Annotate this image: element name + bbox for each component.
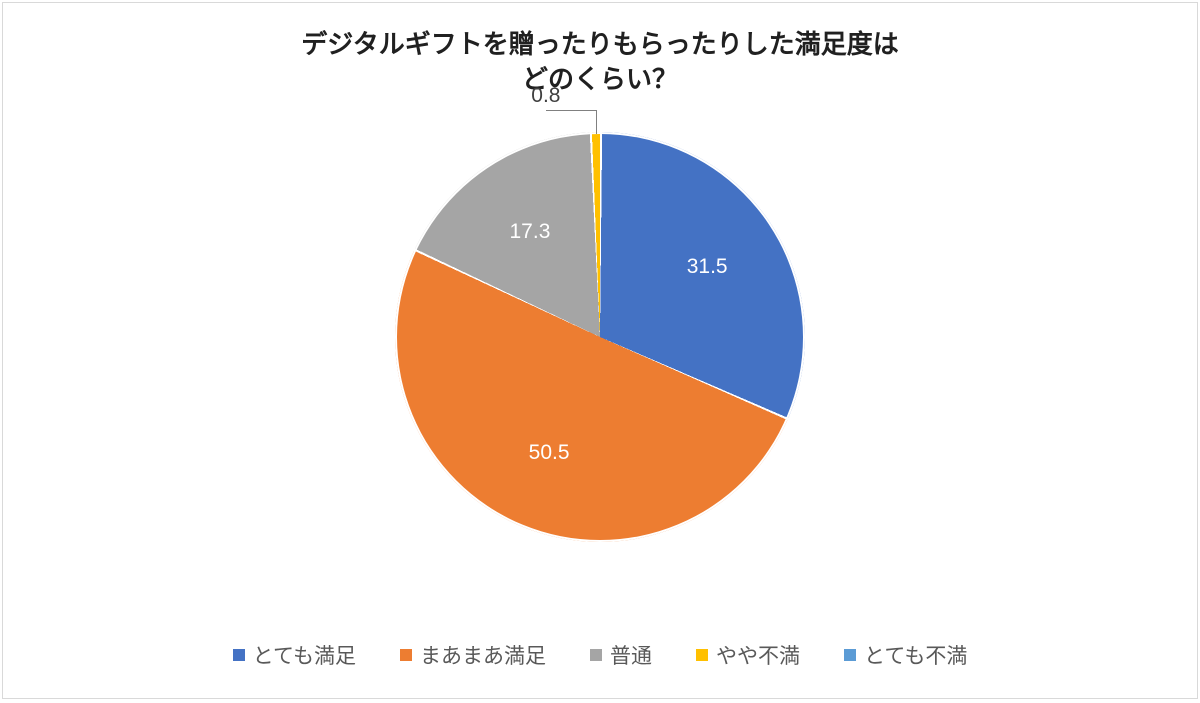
legend-item: やや不満 [696, 640, 800, 670]
chart-title-line2: どのくらい？ [3, 62, 1197, 97]
pie-chart: 31.550.517.30.8 [3, 97, 1197, 577]
legend-swatch [590, 649, 602, 661]
callout-leader [546, 110, 596, 111]
legend-swatch [400, 649, 412, 661]
legend-swatch [696, 649, 708, 661]
legend-item: とても満足 [233, 640, 356, 670]
legend-item: とても不満 [844, 640, 967, 670]
callout-leader [596, 110, 597, 134]
slice-data-label: 50.5 [529, 441, 570, 465]
chart-frame: デジタルギフトを贈ったりもらったりした満足度は どのくらい？ 31.5 50.5 1… [2, 2, 1198, 699]
legend-swatch [844, 649, 856, 661]
legend-item: 普通 [590, 640, 652, 670]
chart-title: デジタルギフトを贈ったりもらったりした満足度は どのくらい？ [3, 3, 1197, 97]
slice-data-label: 31.5 [687, 255, 728, 279]
slice-callout-label: 0.8 [531, 84, 560, 108]
legend-label: 普通 [610, 640, 652, 670]
legend-label: とても満足 [253, 640, 356, 670]
legend-label: とても不満 [864, 640, 967, 670]
legend-label: まあまあ満足 [420, 640, 546, 670]
legend-label: やや不満 [716, 640, 800, 670]
legend: とても満足 まあまあ満足 普通 やや不満 とても不満 [3, 640, 1197, 670]
slice-data-label: 17.3 [510, 220, 551, 244]
pie-disc [395, 132, 805, 542]
chart-title-line1: デジタルギフトを贈ったりもらったりした満足度は [3, 27, 1197, 62]
legend-swatch [233, 649, 245, 661]
legend-item: まあまあ満足 [400, 640, 546, 670]
